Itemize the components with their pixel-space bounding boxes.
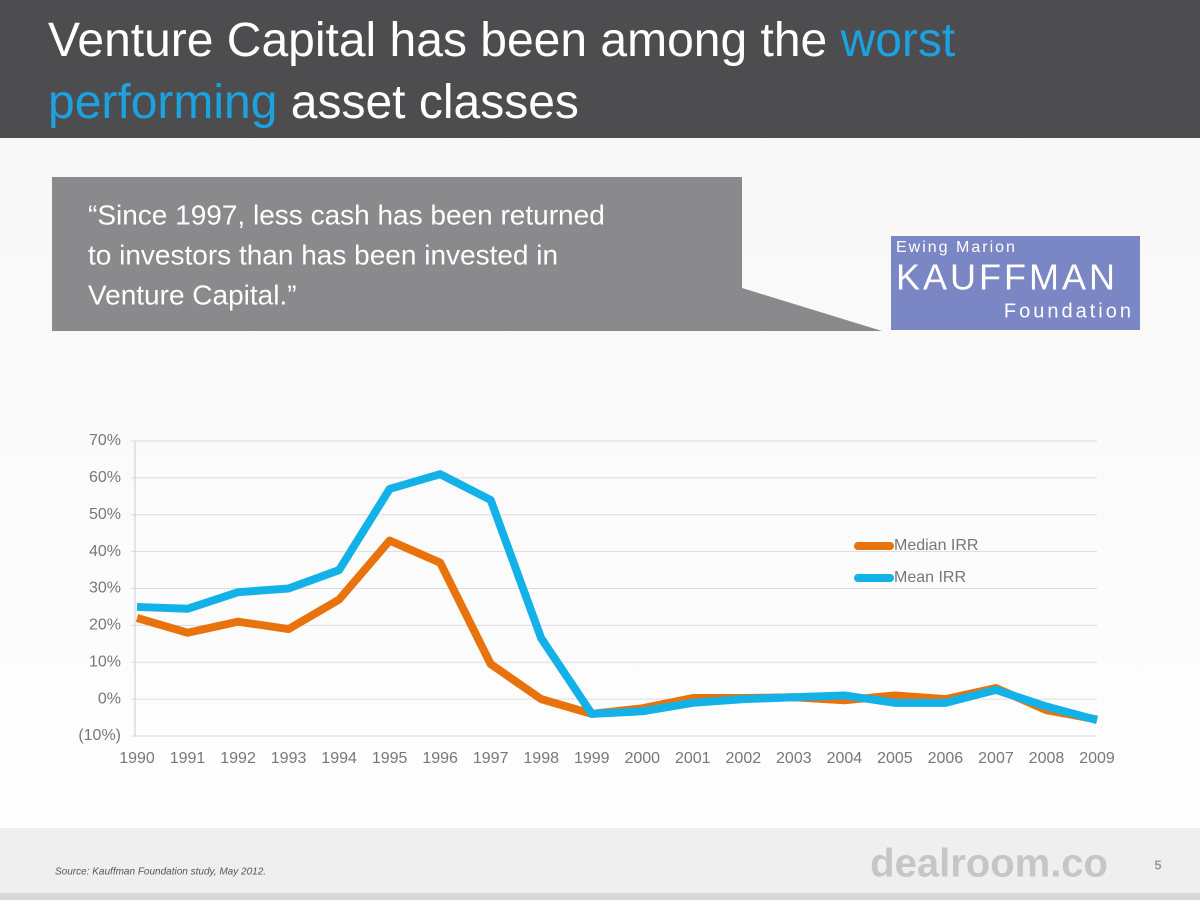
y-tick-label: 20%: [89, 617, 121, 634]
y-tick-label: (10%): [78, 727, 121, 744]
x-tick-label: 1995: [372, 750, 408, 767]
x-tick-label: 1991: [170, 750, 206, 767]
title-part: worst: [840, 14, 956, 67]
x-tick-label: 1996: [422, 750, 458, 767]
logo-text: Foundation: [1004, 300, 1134, 322]
x-tick-label: 2009: [1079, 750, 1115, 767]
x-tick-label: 1999: [574, 750, 610, 767]
y-tick-label: 60%: [89, 469, 121, 486]
y-tick-label: 50%: [89, 506, 121, 523]
logo-text: KAUFFMAN: [896, 257, 1118, 298]
title: performing asset classes: [48, 76, 579, 129]
footer-band: [0, 828, 1200, 893]
x-tick-label: 1990: [119, 750, 155, 767]
title-part: asset classes: [277, 76, 578, 129]
logo: [891, 236, 1140, 330]
x-tick-label: 2004: [827, 750, 863, 767]
y-tick-label: 30%: [89, 580, 121, 597]
logo-text: Ewing Marion: [896, 239, 1017, 256]
series-line: [136, 470, 1099, 725]
x-tick-label: 2002: [726, 750, 762, 767]
quote-line: Venture Capital.”: [88, 279, 297, 310]
source: Source: Kauffman Foundation study, May 2…: [55, 867, 266, 878]
x-tick-label: 2001: [675, 750, 711, 767]
quote-line: to investors than has been invested in: [88, 239, 558, 270]
x-tick-label: 1994: [321, 750, 357, 767]
chart: (10%) 0% 10% 20% 30% 40% 50% 60% 70% 1990 1991 1992…: [78, 432, 1115, 767]
legend-label: Mean IRR: [894, 569, 966, 586]
x-tick-label: 2000: [624, 750, 660, 767]
title: Venture Capital has been among the worst: [48, 14, 955, 67]
x-tick-label: 1992: [220, 750, 256, 767]
x-tick-label: 1997: [473, 750, 509, 767]
x-tick-label: 2006: [928, 750, 964, 767]
y-tick-label: 70%: [89, 432, 121, 449]
x-tick-label: 2008: [1029, 750, 1065, 767]
x-tick-label: 2003: [776, 750, 812, 767]
title-part: Venture Capital has been among the: [48, 14, 841, 67]
title-part: performing: [48, 76, 277, 129]
x-tick-label: 1993: [271, 750, 307, 767]
y-tick-label: 0%: [98, 690, 121, 707]
quote-box: [52, 177, 882, 331]
x-tick-label: 2005: [877, 750, 913, 767]
footer-strip: [0, 893, 1200, 900]
x-tick-label: 2007: [978, 750, 1014, 767]
y-tick-label: 10%: [89, 653, 121, 670]
quote-line: “Since 1997, less cash has been returned: [88, 199, 605, 230]
brand: dealroom.co: [870, 842, 1108, 886]
y-tick-label: 40%: [89, 543, 121, 560]
page-number: 5: [1154, 857, 1161, 872]
header-band: [0, 0, 1200, 138]
x-tick-label: 1998: [523, 750, 559, 767]
legend-label: Median IRR: [894, 537, 978, 554]
